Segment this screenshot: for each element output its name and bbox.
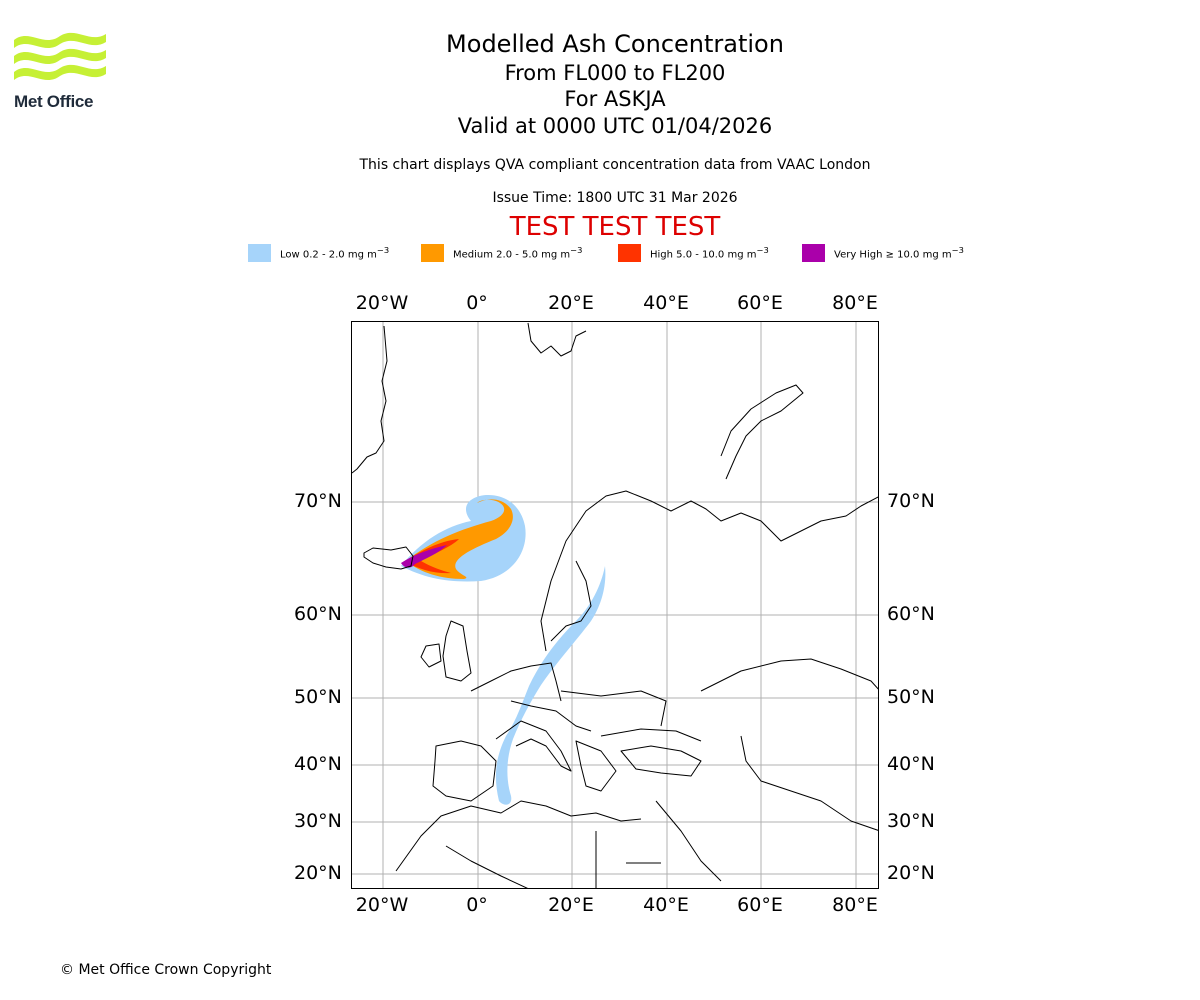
chart-description: This chart displays QVA compliant concen…: [359, 157, 871, 173]
lon-label-top: 20°E: [548, 292, 594, 314]
lon-label-top: 40°E: [643, 292, 689, 314]
legend-swatch: [618, 244, 641, 262]
turkey-coast: [620, 745, 702, 777]
chart-title: Modelled Ash Concentration: [446, 30, 784, 58]
logo-text: Met Office: [14, 92, 94, 111]
lat-label-right: 40°N: [887, 753, 935, 775]
issue-time: Issue Time: 1800 UTC 31 Mar 2026: [492, 190, 738, 206]
ash-high-plume: [405, 539, 459, 574]
baltic-coast: [550, 560, 592, 642]
lat-label-right: 30°N: [887, 810, 935, 832]
lon-label-top: 80°E: [832, 292, 878, 314]
lat-label-right: 50°N: [887, 686, 935, 708]
iceland-coast: [363, 546, 414, 570]
lon-label-bottom: 40°E: [643, 894, 689, 916]
chart-titles: Modelled Ash Concentration From FL000 to…: [0, 28, 1200, 139]
scandinavia-russia-coast: [540, 490, 878, 652]
legend-label: Very High ≥ 10.0 mg m−3: [834, 245, 964, 261]
iberia-coast: [432, 740, 497, 802]
map-svg: [352, 322, 878, 888]
lat-label-left: 20°N: [294, 862, 342, 884]
lon-label-bottom: 80°E: [832, 894, 878, 916]
legend-item-high: High 5.0 - 10.0 mg m−3: [618, 244, 769, 262]
lat-label-right: 60°N: [887, 603, 935, 625]
novaya-zemlya-coast: [720, 384, 804, 480]
north-sea-coast: [470, 662, 562, 702]
test-banner: TEST TEST TEST: [509, 212, 721, 242]
lon-label-bottom: 20°E: [548, 894, 594, 916]
ash-high: [405, 539, 459, 574]
svalbard-coast: [527, 322, 587, 357]
ash-map: [351, 321, 879, 889]
lon-label-top: 60°E: [737, 292, 783, 314]
valid-time: Valid at 0000 UTC 01/04/2026: [457, 114, 773, 138]
volcano-name: For ASKJA: [564, 87, 666, 111]
eastern-europe-border: [560, 690, 667, 727]
met-office-logo: Met Office: [14, 30, 110, 112]
central-asia-border: [700, 658, 878, 692]
lon-label-top: 20°W: [355, 292, 409, 314]
ash-low: [401, 494, 606, 805]
lat-label-left: 50°N: [294, 686, 342, 708]
sahara-border: [445, 845, 528, 888]
ireland-coast: [420, 643, 442, 668]
legend-label: Medium 2.0 - 5.0 mg m−3: [453, 245, 583, 261]
flight-levels: From FL000 to FL200: [504, 61, 726, 85]
copyright: © Met Office Crown Copyright: [60, 962, 272, 978]
lat-label-left: 30°N: [294, 810, 342, 832]
lon-label-top: 0°: [466, 292, 488, 314]
legend-label: High 5.0 - 10.0 mg m−3: [650, 245, 769, 261]
ash-very-high: [401, 545, 447, 568]
legend-item-low: Low 0.2 - 2.0 mg m−3: [248, 244, 389, 262]
ash-very-high-plume: [401, 545, 447, 568]
black-sea-coast: [600, 728, 702, 742]
red-sea-coast: [655, 800, 722, 882]
italy-coast: [495, 720, 572, 772]
legend-swatch: [248, 244, 271, 262]
ash-medium: [406, 499, 513, 579]
lon-label-bottom: 60°E: [737, 894, 783, 916]
lat-label-left: 70°N: [294, 490, 342, 512]
lat-label-right: 20°N: [887, 862, 935, 884]
met-office-waves-icon: [14, 32, 106, 80]
legend-item-very-high: Very High ≥ 10.0 mg m−3: [802, 244, 964, 262]
greenland-coast: [352, 325, 388, 474]
lon-label-bottom: 20°W: [355, 894, 409, 916]
ash-medium-plume: [406, 499, 513, 579]
lon-label-bottom: 0°: [466, 894, 488, 916]
great-britain-coast: [442, 620, 472, 682]
legend-swatch: [421, 244, 444, 262]
legend: Low 0.2 - 2.0 mg m−3 Medium 2.0 - 5.0 mg…: [248, 244, 1008, 264]
lat-label-left: 60°N: [294, 603, 342, 625]
legend-swatch: [802, 244, 825, 262]
legend-item-medium: Medium 2.0 - 5.0 mg m−3: [421, 244, 582, 262]
coastlines: [352, 322, 878, 888]
north-africa-coast: [395, 800, 642, 872]
middle-east-border: [740, 735, 878, 831]
lat-label-left: 40°N: [294, 753, 342, 775]
legend-label: Low 0.2 - 2.0 mg m−3: [280, 245, 390, 261]
central-europe-border: [510, 700, 592, 732]
graticule: [352, 322, 878, 888]
ash-low-trail: [495, 566, 606, 805]
lat-label-right: 70°N: [887, 490, 935, 512]
balkans-greece-coast: [575, 740, 617, 792]
